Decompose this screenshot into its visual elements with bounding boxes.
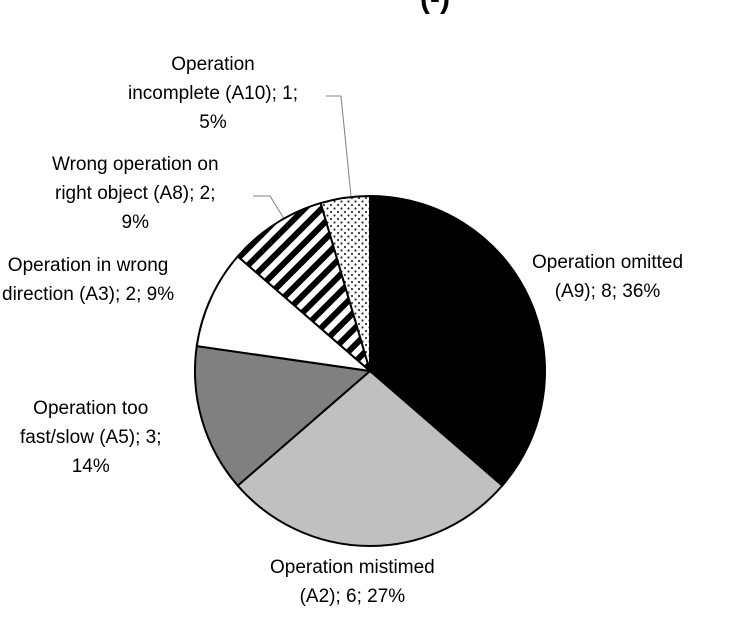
pie-slice-a10 — [319, 194, 371, 372]
slice-label-line: fast/slow (A5); 3; — [20, 427, 162, 448]
leader-line-a10 — [326, 95, 352, 197]
pie-slice-a3 — [195, 254, 374, 373]
slice-label-line: incomplete (A10); 1; — [128, 83, 299, 104]
pie-slice-a9 — [369, 194, 546, 488]
slice-label-a10: Operation incomplete (A10); 1; 5% — [128, 50, 298, 137]
slice-label-line: direction (A3); 2; 9% — [2, 284, 175, 305]
slice-label-line: Operation — [171, 54, 255, 75]
slice-label-line: Operation in wrong — [7, 255, 169, 276]
slice-label-line: 5% — [199, 112, 227, 133]
pie-slice-a2 — [236, 369, 504, 548]
slice-label-line: 9% — [121, 212, 149, 233]
leader-lines — [253, 95, 352, 223]
leader-line-a8 — [253, 195, 287, 223]
slice-label-line: (A2); 6; 27% — [299, 586, 406, 607]
slice-label-line: (A9); 8; 36% — [554, 281, 661, 302]
slice-label-line: Operation omitted — [532, 252, 684, 273]
slice-label-line: Operation too — [33, 398, 149, 419]
slice-label-a3: Operation in wrong direction (A3); 2; 9% — [2, 251, 174, 309]
slice-label-line: right object (A8); 2; — [55, 183, 216, 204]
slice-label-a9: Operation omitted (A9); 8; 36% — [532, 248, 683, 306]
chart-title-fragment: (-) — [420, 0, 450, 16]
slice-label-line: 14% — [71, 456, 110, 477]
pie-slice-a5 — [194, 344, 373, 488]
slice-label-a5: Operation too fast/slow (A5); 3; 14% — [20, 394, 162, 481]
slice-label-line: Wrong operation on — [52, 154, 219, 175]
slice-label-a2: Operation mistimed (A2); 6; 27% — [270, 553, 435, 611]
pie-slices — [194, 194, 546, 548]
pie-slice-a8 — [236, 201, 372, 374]
slice-label-a8: Wrong operation on right object (A8); 2; 9… — [52, 150, 219, 237]
slice-label-line: Operation mistimed — [270, 557, 435, 578]
